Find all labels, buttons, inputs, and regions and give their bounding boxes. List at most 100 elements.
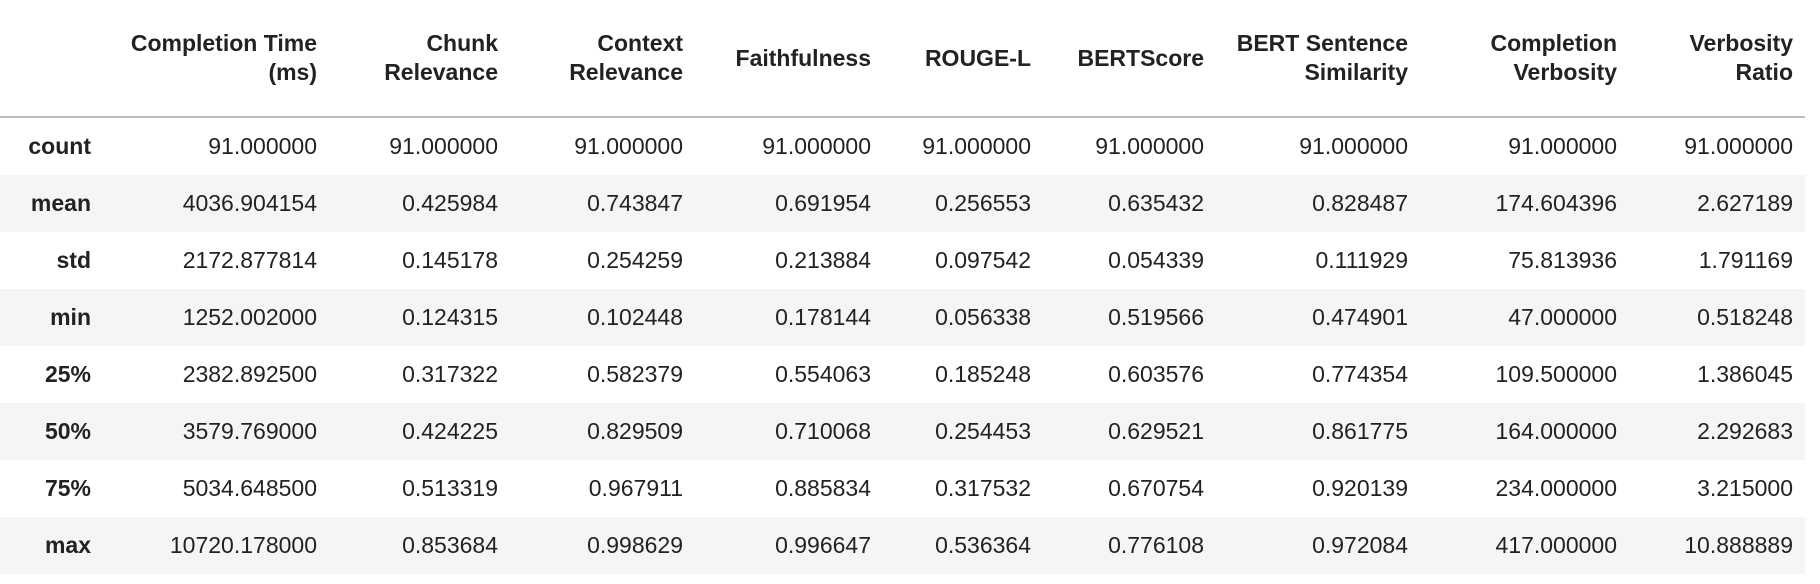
table-cell: 91.000000 bbox=[1508, 133, 1617, 159]
column-header: Completion Time (ms) bbox=[103, 0, 329, 118]
table-cell: 0.710068 bbox=[775, 418, 871, 444]
table-cell: 0.254453 bbox=[935, 418, 1031, 444]
table-cell: 0.691954 bbox=[775, 190, 871, 216]
table-cell: 75.813936 bbox=[1508, 247, 1617, 273]
row-label: mean bbox=[30, 190, 91, 216]
row-label: max bbox=[44, 532, 91, 558]
table-cell: 91.000000 bbox=[389, 133, 498, 159]
column-header: BERT Sentence Similarity bbox=[1216, 0, 1420, 118]
table-cell: 0.317322 bbox=[402, 361, 498, 387]
table-cell: 0.670754 bbox=[1108, 475, 1204, 501]
table-cell: 0.536364 bbox=[935, 532, 1031, 558]
table-cell: 0.853684 bbox=[402, 532, 498, 558]
table-cell: 1.386045 bbox=[1697, 361, 1793, 387]
table-cell: 0.102448 bbox=[587, 304, 683, 330]
table-cell: 234.000000 bbox=[1495, 475, 1617, 501]
table-cell: 0.178144 bbox=[775, 304, 871, 330]
row-label: std bbox=[56, 247, 92, 273]
table-cell: 0.519566 bbox=[1108, 304, 1204, 330]
table-cell: 0.513319 bbox=[402, 475, 498, 501]
table-cell: 164.000000 bbox=[1495, 418, 1617, 444]
table-cell: 0.054339 bbox=[1108, 247, 1204, 273]
table-cell: 0.776108 bbox=[1108, 532, 1204, 558]
table-cell: 417.000000 bbox=[1495, 532, 1617, 558]
row-label: count bbox=[28, 133, 91, 159]
table-cell: 91.000000 bbox=[922, 133, 1031, 159]
table-cell: 0.920139 bbox=[1312, 475, 1408, 501]
table-cell: 0.145178 bbox=[402, 247, 498, 273]
table-cell: 0.256553 bbox=[935, 190, 1031, 216]
table-cell: 91.000000 bbox=[762, 133, 871, 159]
table-cell: 3579.769000 bbox=[182, 418, 317, 444]
table-cell: 91.000000 bbox=[1299, 133, 1408, 159]
table-cell: 0.425984 bbox=[402, 190, 498, 216]
table-cell: 91.000000 bbox=[1095, 133, 1204, 159]
column-header: Chunk Relevance bbox=[329, 0, 510, 118]
table-cell: 0.829509 bbox=[587, 418, 683, 444]
table-row: mean 4036.904154 0.425984 0.743847 0.691954 0… bbox=[0, 175, 1805, 232]
table-row: max 10720.178000 0.853684 0.998629 0.996647 0… bbox=[0, 517, 1805, 574]
column-header: Faithfulness bbox=[695, 0, 883, 118]
table-cell: 10720.178000 bbox=[169, 532, 317, 558]
column-header: Verbosity Ratio bbox=[1629, 0, 1805, 118]
table-cell: 91.000000 bbox=[1684, 133, 1793, 159]
table-cell: 0.743847 bbox=[587, 190, 683, 216]
index-header bbox=[0, 0, 103, 118]
table-cell: 0.124315 bbox=[402, 304, 498, 330]
describe-stats-table: Completion Time (ms) Chunk Relevance Conte… bbox=[0, 0, 1805, 574]
table-cell: 0.972084 bbox=[1312, 532, 1408, 558]
table-cell: 0.861775 bbox=[1312, 418, 1408, 444]
table-cell: 2.292683 bbox=[1697, 418, 1793, 444]
table-cell: 2.627189 bbox=[1697, 190, 1793, 216]
table-cell: 0.424225 bbox=[402, 418, 498, 444]
table-cell: 3.215000 bbox=[1697, 475, 1793, 501]
table-row: 75% 5034.648500 0.513319 0.967911 0.885834 0.… bbox=[0, 460, 1805, 517]
table-cell: 5034.648500 bbox=[182, 475, 317, 501]
table-row: 50% 3579.769000 0.424225 0.829509 0.710068 0.… bbox=[0, 403, 1805, 460]
row-label: 25% bbox=[44, 361, 91, 387]
table-cell: 2382.892500 bbox=[182, 361, 317, 387]
table-row: 25% 2382.892500 0.317322 0.582379 0.554063 0.… bbox=[0, 346, 1805, 403]
table-cell: 0.582379 bbox=[587, 361, 683, 387]
table-cell: 0.518248 bbox=[1697, 304, 1793, 330]
table-cell: 0.474901 bbox=[1312, 304, 1408, 330]
table-cell: 0.317532 bbox=[935, 475, 1031, 501]
table-cell: 47.000000 bbox=[1508, 304, 1617, 330]
column-header: ROUGE-L bbox=[883, 0, 1043, 118]
column-header: Context Relevance bbox=[510, 0, 695, 118]
header-row: Completion Time (ms) Chunk Relevance Conte… bbox=[0, 0, 1805, 118]
column-header: BERTScore bbox=[1043, 0, 1216, 118]
table-cell: 174.604396 bbox=[1495, 190, 1617, 216]
table-cell: 0.213884 bbox=[775, 247, 871, 273]
table-row: min 1252.002000 0.124315 0.102448 0.178144 0.… bbox=[0, 289, 1805, 346]
table-cell: 0.885834 bbox=[775, 475, 871, 501]
table-cell: 0.097542 bbox=[935, 247, 1031, 273]
row-label: min bbox=[50, 304, 91, 330]
table-cell: 0.828487 bbox=[1312, 190, 1408, 216]
table-cell: 91.000000 bbox=[574, 133, 683, 159]
row-label: 50% bbox=[44, 418, 91, 444]
table-cell: 0.996647 bbox=[775, 532, 871, 558]
table-cell: 1252.002000 bbox=[182, 304, 317, 330]
table-cell: 0.111929 bbox=[1315, 247, 1408, 273]
row-label: 75% bbox=[44, 475, 91, 501]
table-cell: 0.998629 bbox=[587, 532, 683, 558]
column-header: Completion Verbosity bbox=[1420, 0, 1629, 118]
table-cell: 0.774354 bbox=[1312, 361, 1408, 387]
table-cell: 0.635432 bbox=[1108, 190, 1204, 216]
table-cell: 0.554063 bbox=[775, 361, 871, 387]
table-cell: 109.500000 bbox=[1495, 361, 1617, 387]
table-cell: 0.603576 bbox=[1108, 361, 1204, 387]
table-cell: 0.629521 bbox=[1108, 418, 1204, 444]
table-cell: 0.967911 bbox=[588, 475, 683, 501]
table-cell: 0.056338 bbox=[935, 304, 1031, 330]
table-cell: 10.888889 bbox=[1684, 532, 1793, 558]
table-cell: 1.791169 bbox=[1698, 247, 1793, 273]
table-cell: 2172.877814 bbox=[182, 247, 317, 273]
table-cell: 91.000000 bbox=[208, 133, 317, 159]
table-cell: 4036.904154 bbox=[182, 190, 317, 216]
table-cell: 0.185248 bbox=[935, 361, 1031, 387]
table-cell: 0.254259 bbox=[587, 247, 683, 273]
table-row: count 91.000000 91.000000 91.000000 91.00000… bbox=[0, 117, 1805, 175]
table-row: std 2172.877814 0.145178 0.254259 0.213884 0.… bbox=[0, 232, 1805, 289]
